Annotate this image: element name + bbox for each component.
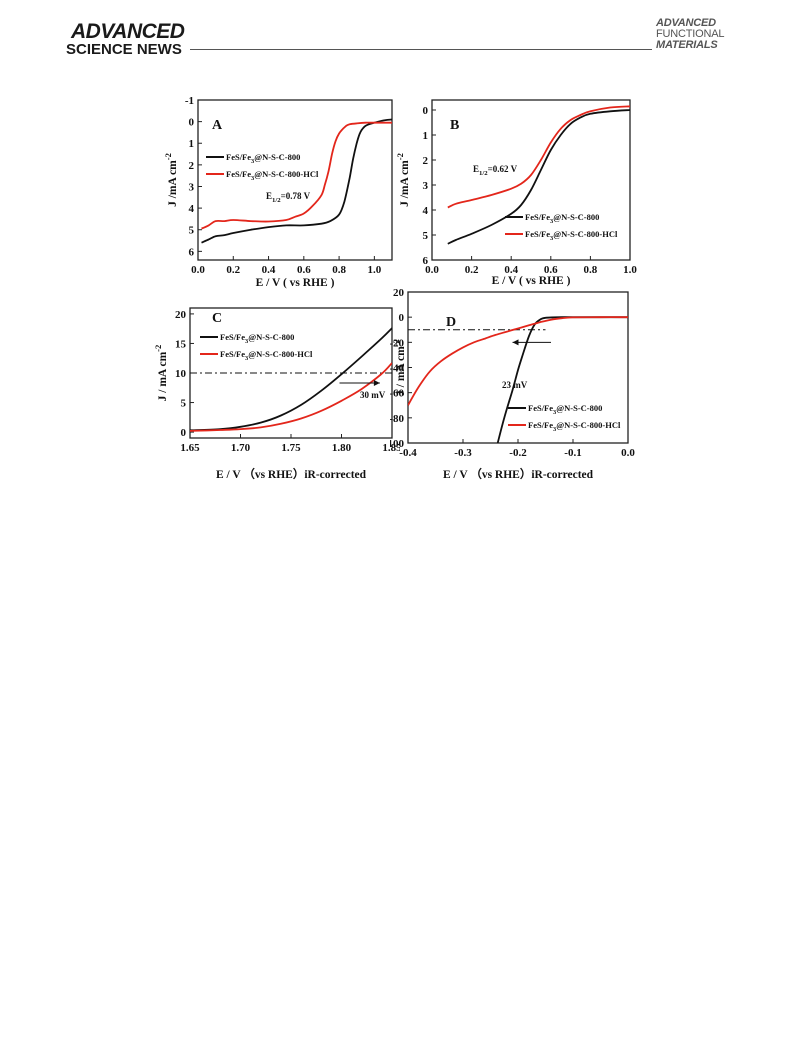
arrow-head [512,339,519,346]
series-line-1 [190,327,392,432]
x-tick-label: 0.0 [191,264,205,276]
x-tick-label: 0.2 [226,264,240,276]
legend-label-2: FeS/Fe3@N-S-C-800-HCl [220,349,313,362]
series-line-2 [201,121,392,230]
x-tick-label: 0.8 [332,264,346,276]
legend-label-1: FeS/Fe3@N-S-C-800 [528,403,602,416]
y-tick-label: 0 [399,312,405,324]
series-line-1 [447,109,630,245]
x-tick-label: 1.80 [332,442,352,454]
y-tick-label: 3 [423,180,429,192]
plot-frame [431,99,631,261]
x-axis-label: E / V （vs RHE）iR-corrected [216,467,367,481]
brand-right-materials: MATERIALS [656,39,718,51]
x-tick-label: 1.0 [367,264,381,276]
panel-label: C [212,311,222,326]
series-line-2 [408,316,628,406]
y-tick-label: 10 [175,368,187,380]
chart-panel-b: 0.0 0.2 0.4 0.6 0.8 1.0 0 1 2 3 4 5 6 FeS/Fe3@N-S-C-8… [395,99,637,287]
chart-panel-c: 1.65 1.70 1.75 1.80 1.85 0 5 10 15 20 FeS/Fe3@N-S-… [153,307,400,481]
x-tick-label: 0.0 [425,264,439,276]
y-tick-label: 6 [423,255,429,267]
y-tick-label: -1 [185,95,194,107]
panel-label: D [446,315,456,330]
series-line-2 [447,105,630,209]
header-rule [190,49,652,50]
y-axis-label: J / mA cm-2 [153,345,169,402]
x-tick-label: 0.4 [504,264,518,276]
panel-label: A [212,118,223,133]
y-tick-label: 20 [175,309,187,321]
y-axis-label: J /mA cm-2 [395,153,411,207]
x-tick-label: 0.4 [262,264,276,276]
x-tick-label: 0.0 [621,447,635,459]
panel-label: B [450,118,459,133]
x-tick-label: 0.2 [465,264,479,276]
y-tick-label: 1 [423,130,429,142]
chart-panel-d: -0.4 -0.3 -0.2 -0.1 0.0 -100 -80 -60 -40 -20 0 20 Fe… [390,288,635,481]
x-tick-label: 0.8 [584,264,598,276]
annotation-text: 30 mV [360,390,386,400]
y-axis-label: J /mA cm-2 [163,153,179,207]
x-axis-label: E / V ( vs RHE ) [256,277,335,289]
y-tick-label: 4 [189,203,195,215]
x-tick-label: 1.70 [231,442,251,454]
legend-label-2: FeS/Fe3@N-S-C-800-HCl [528,420,621,433]
y-tick-label: 6 [189,246,195,258]
arrow-head [373,380,380,386]
legend-label-1: FeS/Fe3@N-S-C-800 [525,212,599,225]
x-axis-label: E / V （vs RHE）iR-corrected [443,467,594,481]
y-tick-label: 5 [189,225,195,237]
legend-label-2: FeS/Fe3@N-S-C-800-HCl [226,169,319,182]
legend-label-1: FeS/Fe3@N-S-C-800 [220,332,294,345]
brand-science-news: SCIENCE NEWS [66,41,182,58]
y-tick-label: -40 [390,363,404,375]
y-tick-label: 0 [189,117,195,129]
y-tick-label: -100 [390,438,404,450]
x-tick-label: 1.65 [180,442,200,454]
legend-label-1: FeS/Fe3@N-S-C-800 [226,152,300,165]
y-tick-label: -80 [390,413,404,425]
x-tick-label: 0.6 [544,264,558,276]
x-tick-label: 1.0 [623,264,637,276]
x-tick-label: -0.3 [454,447,472,459]
journal-brand-right: ADVANCED FUNCTIONAL MATERIALS [656,18,736,51]
x-tick-label: -0.4 [399,447,417,459]
y-tick-label: -60 [390,388,404,400]
brand-right-advanced: ADVANCED [656,17,716,29]
y-axis-label: J / mA cm-2 [391,339,407,396]
chart-panel-a: 0.0 0.2 0.4 0.6 0.8 1.0 -1 0 1 2 3 4 5 6 FeS/Fe3@N-S-C… [163,95,393,289]
brand-advanced: ADVANCED [71,20,185,43]
y-tick-label: 15 [175,338,187,350]
x-tick-label: -0.1 [564,447,581,459]
x-axis-label: E / V ( vs RHE ) [492,275,571,287]
y-tick-label: 3 [189,181,195,193]
annotation-text: 23 mV [502,380,528,390]
y-tick-label: 0 [423,105,429,117]
plot-frame [197,99,393,261]
journal-brand-left: ADVANCED SCIENCE NEWS [66,20,185,58]
y-tick-label: 1 [189,138,195,150]
y-tick-label: 2 [423,155,429,167]
legend-label-2: FeS/Fe3@N-S-C-800-HCl [525,229,618,242]
y-tick-label: 5 [181,398,187,410]
y-tick-label: 0 [181,427,187,439]
series-line-1 [201,118,392,244]
x-tick-label: 0.6 [297,264,311,276]
y-tick-label: 4 [423,205,429,217]
annotation-text: E1/2=0.78 V [266,191,311,204]
y-tick-label: -20 [390,337,404,349]
series-line-2 [190,362,392,432]
y-tick-label: 2 [189,160,195,172]
brand-right-functional: FUNCTIONAL [656,28,725,40]
annotation-text: E1/2=0.62 V [473,164,518,177]
x-tick-label: 1.85 [382,442,400,454]
x-tick-label: 1.75 [281,442,301,454]
y-tick-label: 5 [423,230,429,242]
y-tick-label: 20 [393,288,405,299]
x-tick-label: -0.2 [509,447,527,459]
